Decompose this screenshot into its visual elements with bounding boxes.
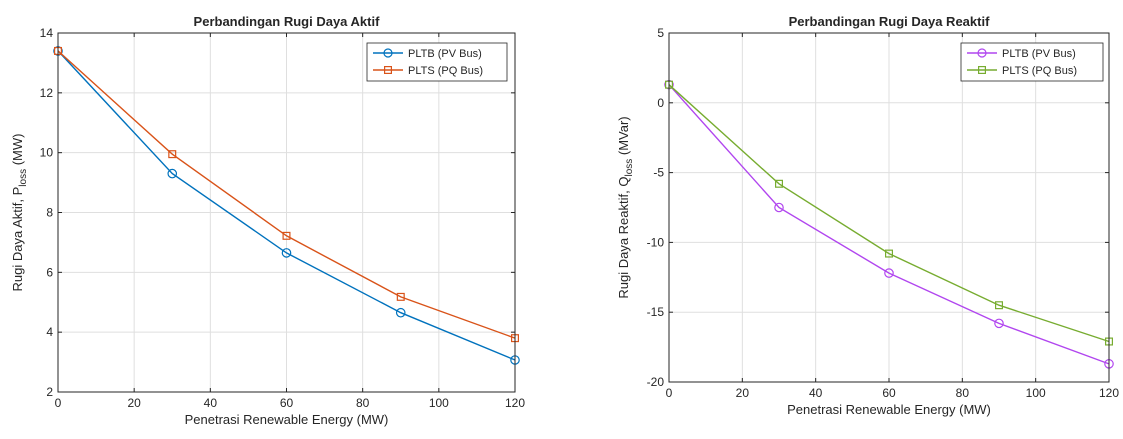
y-tick-label: 14 xyxy=(40,26,54,40)
legend-label: PLTB (PV Bus) xyxy=(1002,48,1076,60)
y-tick-label: 4 xyxy=(46,325,53,339)
data-point xyxy=(282,231,291,240)
data-point xyxy=(994,318,1004,329)
y-axis-label: Rugi Daya Aktif, Ploss (MW) xyxy=(10,134,29,292)
data-point xyxy=(884,268,894,278)
x-axis-label: Penetrasi Renewable Energy (MW) xyxy=(787,402,991,417)
legend-item: PLTB (PV Bus) xyxy=(967,48,1076,60)
x-tick-label: 80 xyxy=(956,386,970,400)
legend-label: PLTS (PQ Bus) xyxy=(408,65,483,77)
x-axis-label: Penetrasi Renewable Energy (MW) xyxy=(185,412,389,427)
legend: PLTB (PV Bus) PLTS (PQ Bus) xyxy=(960,42,1104,82)
y-tick-label: -10 xyxy=(647,235,665,249)
y-axis-label: Rugi Daya Reaktif, Qloss (MVar) xyxy=(616,116,635,298)
data-point xyxy=(395,307,406,318)
chart-1: 0 20 40 60 80 100 120 2 4 6 8 10 12 14 Perbandingan Ru… xyxy=(10,14,525,427)
y-tick-label: 10 xyxy=(40,146,54,160)
chart-title: Perbandingan Rugi Daya Reaktif xyxy=(789,14,990,29)
x-tick-label: 20 xyxy=(127,396,141,410)
x-tick-label: 40 xyxy=(809,386,823,400)
legend-item: PLTB (PV Bus) xyxy=(373,48,482,60)
y-tick-label: -20 xyxy=(647,375,665,389)
x-tick-label: 60 xyxy=(280,396,294,410)
x-tick-label: 0 xyxy=(55,396,62,410)
legend-label: PLTB (PV Bus) xyxy=(408,48,482,60)
y-tick-label: 6 xyxy=(46,265,53,279)
legend-marker xyxy=(383,48,393,58)
data-point xyxy=(281,248,292,258)
legend-marker xyxy=(384,65,393,74)
legend-item: PLTS (PQ Bus) xyxy=(373,65,483,77)
legend-label: PLTS (PQ Bus) xyxy=(1002,65,1077,77)
series-line xyxy=(57,50,516,361)
legend: PLTB (PV Bus) PLTS (PQ Bus) xyxy=(366,42,508,82)
data-point xyxy=(774,202,784,213)
y-tick-label: 5 xyxy=(657,26,664,40)
x-tick-label: 40 xyxy=(204,396,218,410)
x-tick-label: 0 xyxy=(666,386,673,400)
data-point xyxy=(168,150,177,159)
data-point xyxy=(994,301,1003,310)
chart-2: 0 20 40 60 80 100 120 -20 -15 -10 -5 0 5 Perbandingan… xyxy=(616,14,1119,417)
series-2 xyxy=(664,80,1113,346)
x-tick-label: 20 xyxy=(736,386,750,400)
y-tick-label: 0 xyxy=(657,96,664,110)
x-tick-label: 120 xyxy=(505,396,525,410)
x-tick-label: 100 xyxy=(429,396,449,410)
data-point xyxy=(774,179,783,188)
x-tick-label: 120 xyxy=(1099,386,1119,400)
series-line xyxy=(57,50,516,339)
y-tick-label: 2 xyxy=(46,385,53,399)
legend-marker xyxy=(977,48,987,58)
legend-item: PLTS (PQ Bus) xyxy=(967,65,1077,77)
data-point xyxy=(167,168,178,179)
y-tick-label: 8 xyxy=(46,206,53,220)
x-tick-label: 100 xyxy=(1026,386,1046,400)
data-point xyxy=(396,292,405,301)
y-tick-label: 12 xyxy=(40,86,54,100)
data-point xyxy=(884,249,893,258)
x-tick-label: 80 xyxy=(356,396,370,410)
series-line xyxy=(668,84,1110,343)
y-tick-label: -5 xyxy=(653,166,664,180)
series-line xyxy=(668,84,1110,365)
chart-title: Perbandingan Rugi Daya Aktif xyxy=(194,14,381,29)
x-tick-label: 60 xyxy=(882,386,896,400)
legend-marker xyxy=(977,65,986,74)
y-tick-label: -15 xyxy=(647,305,665,319)
